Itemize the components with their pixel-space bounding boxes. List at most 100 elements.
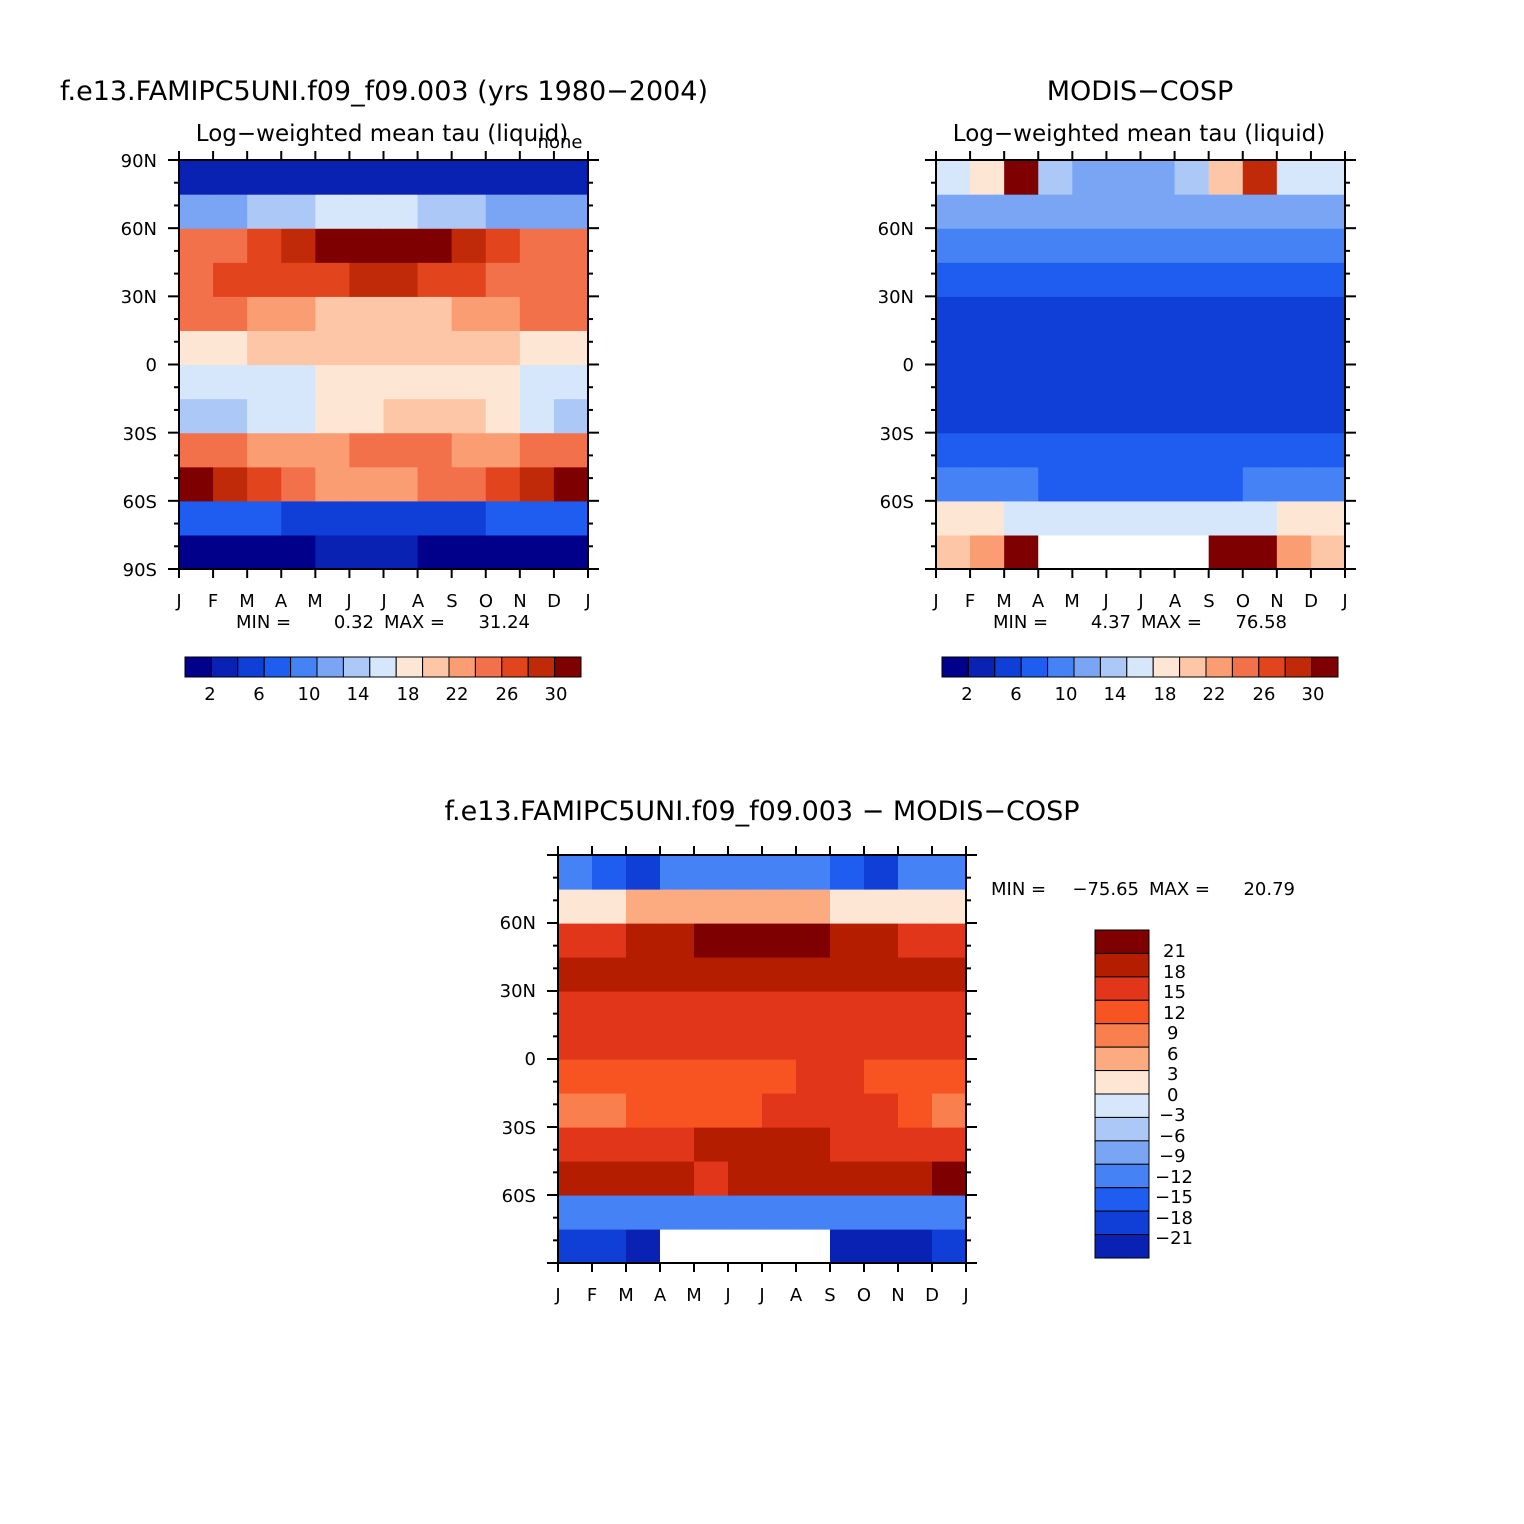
heatmap-cell <box>1038 364 1073 400</box>
heatmap-cell <box>213 262 248 297</box>
heatmap-cell <box>728 1127 763 1162</box>
heatmap-cell <box>1276 500 1312 536</box>
heatmap-cell <box>796 957 831 992</box>
heatmap-cell <box>179 228 214 263</box>
heatmap-cell <box>728 1229 763 1264</box>
heatmap-cell <box>315 534 351 570</box>
colorbar-label: −6 <box>1159 1126 1186 1147</box>
heatmap-cell <box>1208 194 1244 229</box>
heatmap-cell <box>1242 330 1278 366</box>
heatmap-cell <box>1310 466 1346 502</box>
colorbar-label: 18 <box>1163 962 1186 983</box>
heatmap-cell <box>553 296 589 332</box>
heatmap-cell <box>1174 432 1210 468</box>
heatmap-cell <box>932 1161 967 1196</box>
heatmap-cell <box>1242 534 1278 570</box>
heatmap-cell <box>349 534 385 570</box>
heatmap-cell <box>1072 296 1108 332</box>
heatmap-cell <box>558 991 593 1026</box>
colorbar-swatch <box>1094 1070 1150 1095</box>
colorbar-label: 14 <box>347 684 370 705</box>
heatmap-cell <box>1106 296 1142 332</box>
heatmap-cell <box>558 1025 593 1060</box>
heatmap-cell <box>1072 466 1108 502</box>
heatmap-cell <box>1106 228 1142 263</box>
colorbar-label: 2 <box>204 684 215 705</box>
x-tick-label: M <box>239 591 255 612</box>
x-tick-label: A <box>790 1285 803 1306</box>
heatmap-cell <box>417 194 453 229</box>
heatmap-cell <box>519 364 555 400</box>
heatmap-cell <box>592 855 627 890</box>
x-tick-label: S <box>446 591 457 612</box>
heatmap-cell <box>626 1093 661 1128</box>
colorbar-swatch <box>422 656 450 678</box>
colorbar-swatch <box>1094 1210 1150 1236</box>
heatmap-cell <box>383 262 419 297</box>
heatmap-cell <box>315 466 351 502</box>
heatmap-cell <box>864 1195 899 1230</box>
heatmap-cell <box>451 534 487 570</box>
heatmap-cell <box>1208 432 1244 468</box>
heatmap-cell <box>1276 194 1312 229</box>
heatmap-cell <box>315 228 351 263</box>
heatmap-cell <box>1038 194 1073 229</box>
max-value: 31.24 <box>478 612 530 633</box>
y-tick-label: 90N <box>121 151 157 172</box>
heatmap-cell <box>626 1127 661 1162</box>
heatmap-cell <box>936 228 971 263</box>
heatmap-cell <box>660 1127 695 1162</box>
heatmap-cell <box>898 923 933 958</box>
heatmap-cell <box>213 500 248 536</box>
heatmap-cell <box>558 1093 593 1128</box>
heatmap-cell <box>728 1161 763 1196</box>
heatmap-cell <box>864 991 899 1026</box>
heatmap-cell <box>213 364 248 400</box>
heatmap-cell <box>281 296 316 332</box>
colorbar-label: −12 <box>1155 1167 1193 1188</box>
heatmap-cell <box>1004 364 1039 400</box>
heatmap-cell <box>315 330 351 366</box>
y-tick-label: 30S <box>880 424 914 445</box>
colorbar-swatch <box>342 656 371 678</box>
heatmap-cell <box>592 991 627 1026</box>
heatmap-cell <box>864 923 899 958</box>
heatmap-cell <box>349 194 385 229</box>
heatmap-cell <box>1004 330 1039 366</box>
heatmap-cell <box>485 534 521 570</box>
heatmap-cell <box>1276 160 1312 195</box>
heatmap-cell <box>1140 262 1176 297</box>
x-tick-label: J <box>724 1285 730 1306</box>
heatmap-cell <box>383 296 419 332</box>
heatmap-cell <box>728 889 763 924</box>
heatmap-cell <box>728 957 763 992</box>
heatmap-cell <box>762 1195 797 1230</box>
min-label: MIN = <box>993 612 1048 633</box>
heatmap-cell <box>383 228 419 263</box>
heatmap-cell <box>936 194 971 229</box>
colorbar-swatch <box>290 656 318 678</box>
heatmap-cell <box>864 1229 899 1264</box>
heatmap-cell <box>592 1059 627 1094</box>
heatmap-cell <box>970 160 1005 195</box>
heatmap-cell <box>1242 228 1278 263</box>
heatmap-cell <box>864 957 899 992</box>
heatmap-cell <box>970 432 1005 468</box>
colorbar-label: 14 <box>1104 684 1127 705</box>
heatmap-cell <box>558 957 593 992</box>
heatmap-cell <box>213 432 248 468</box>
heatmap-cell <box>519 500 555 536</box>
heatmap-cell <box>349 228 385 263</box>
heatmap-cell <box>247 466 282 502</box>
heatmap-cell <box>762 1229 797 1264</box>
heatmap-cell <box>383 364 419 400</box>
heatmap-cell <box>970 228 1005 263</box>
colorbar-swatch <box>1099 656 1128 678</box>
heatmap-cell <box>247 364 282 400</box>
heatmap-cell <box>213 398 248 434</box>
x-tick-label: M <box>996 591 1012 612</box>
heatmap-cell <box>898 991 933 1026</box>
heatmap-cell <box>936 330 971 366</box>
heatmap-cell <box>1072 194 1108 229</box>
heatmap-cell <box>1072 364 1108 400</box>
